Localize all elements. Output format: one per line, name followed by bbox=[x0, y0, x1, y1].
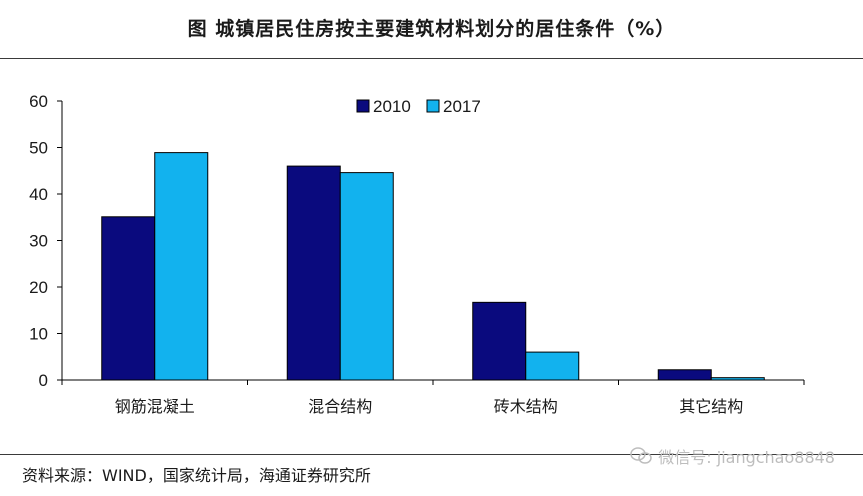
y-tick-label: 10 bbox=[29, 325, 48, 344]
source-divider bbox=[0, 454, 863, 455]
bar-2010-2 bbox=[472, 301, 527, 381]
wechat-icon bbox=[630, 447, 653, 464]
source-note: 资料来源：WIND，国家统计局，海通证券研究所 bbox=[22, 466, 371, 485]
x-tick-label: 混合结构 bbox=[308, 397, 372, 416]
y-tick-label: 0 bbox=[39, 371, 48, 390]
page-title: 图 城镇居民住房按主要建筑材料划分的居住条件（%） bbox=[187, 18, 676, 40]
y-tick-label: 20 bbox=[29, 278, 48, 297]
x-tick-label: 其它结构 bbox=[679, 397, 743, 416]
bar-2017-3 bbox=[710, 377, 765, 381]
bar-2017-0 bbox=[154, 152, 209, 381]
legend-label-2010: 2010 bbox=[373, 97, 411, 116]
y-tick-label: 60 bbox=[29, 92, 48, 111]
bar-chart: 0 10 20 30 40 50 60 钢筋混凝土 混合结构 砖木结构 其它结构 2010 2017 bbox=[29, 92, 805, 416]
bar-2010-1 bbox=[286, 165, 341, 381]
title-divider bbox=[0, 58, 863, 59]
legend-label-2017: 2017 bbox=[443, 97, 481, 116]
watermark-text: 微信号: jiangchao8848 bbox=[658, 448, 835, 467]
bar-2010-3 bbox=[657, 369, 712, 381]
y-tick-label: 40 bbox=[29, 185, 48, 204]
y-tick-label: 50 bbox=[29, 139, 48, 158]
watermark: 微信号: jiangchao8848 bbox=[630, 444, 835, 468]
bar-2010-0 bbox=[101, 216, 156, 381]
x-tick-label: 砖木结构 bbox=[494, 397, 558, 416]
legend-swatch-2017 bbox=[426, 99, 440, 113]
x-tick-label: 钢筋混凝土 bbox=[115, 397, 195, 416]
bar-2017-1 bbox=[339, 172, 394, 381]
bar-2017-2 bbox=[525, 351, 580, 381]
legend-swatch-2010 bbox=[356, 99, 370, 113]
y-tick-label: 30 bbox=[29, 232, 48, 251]
